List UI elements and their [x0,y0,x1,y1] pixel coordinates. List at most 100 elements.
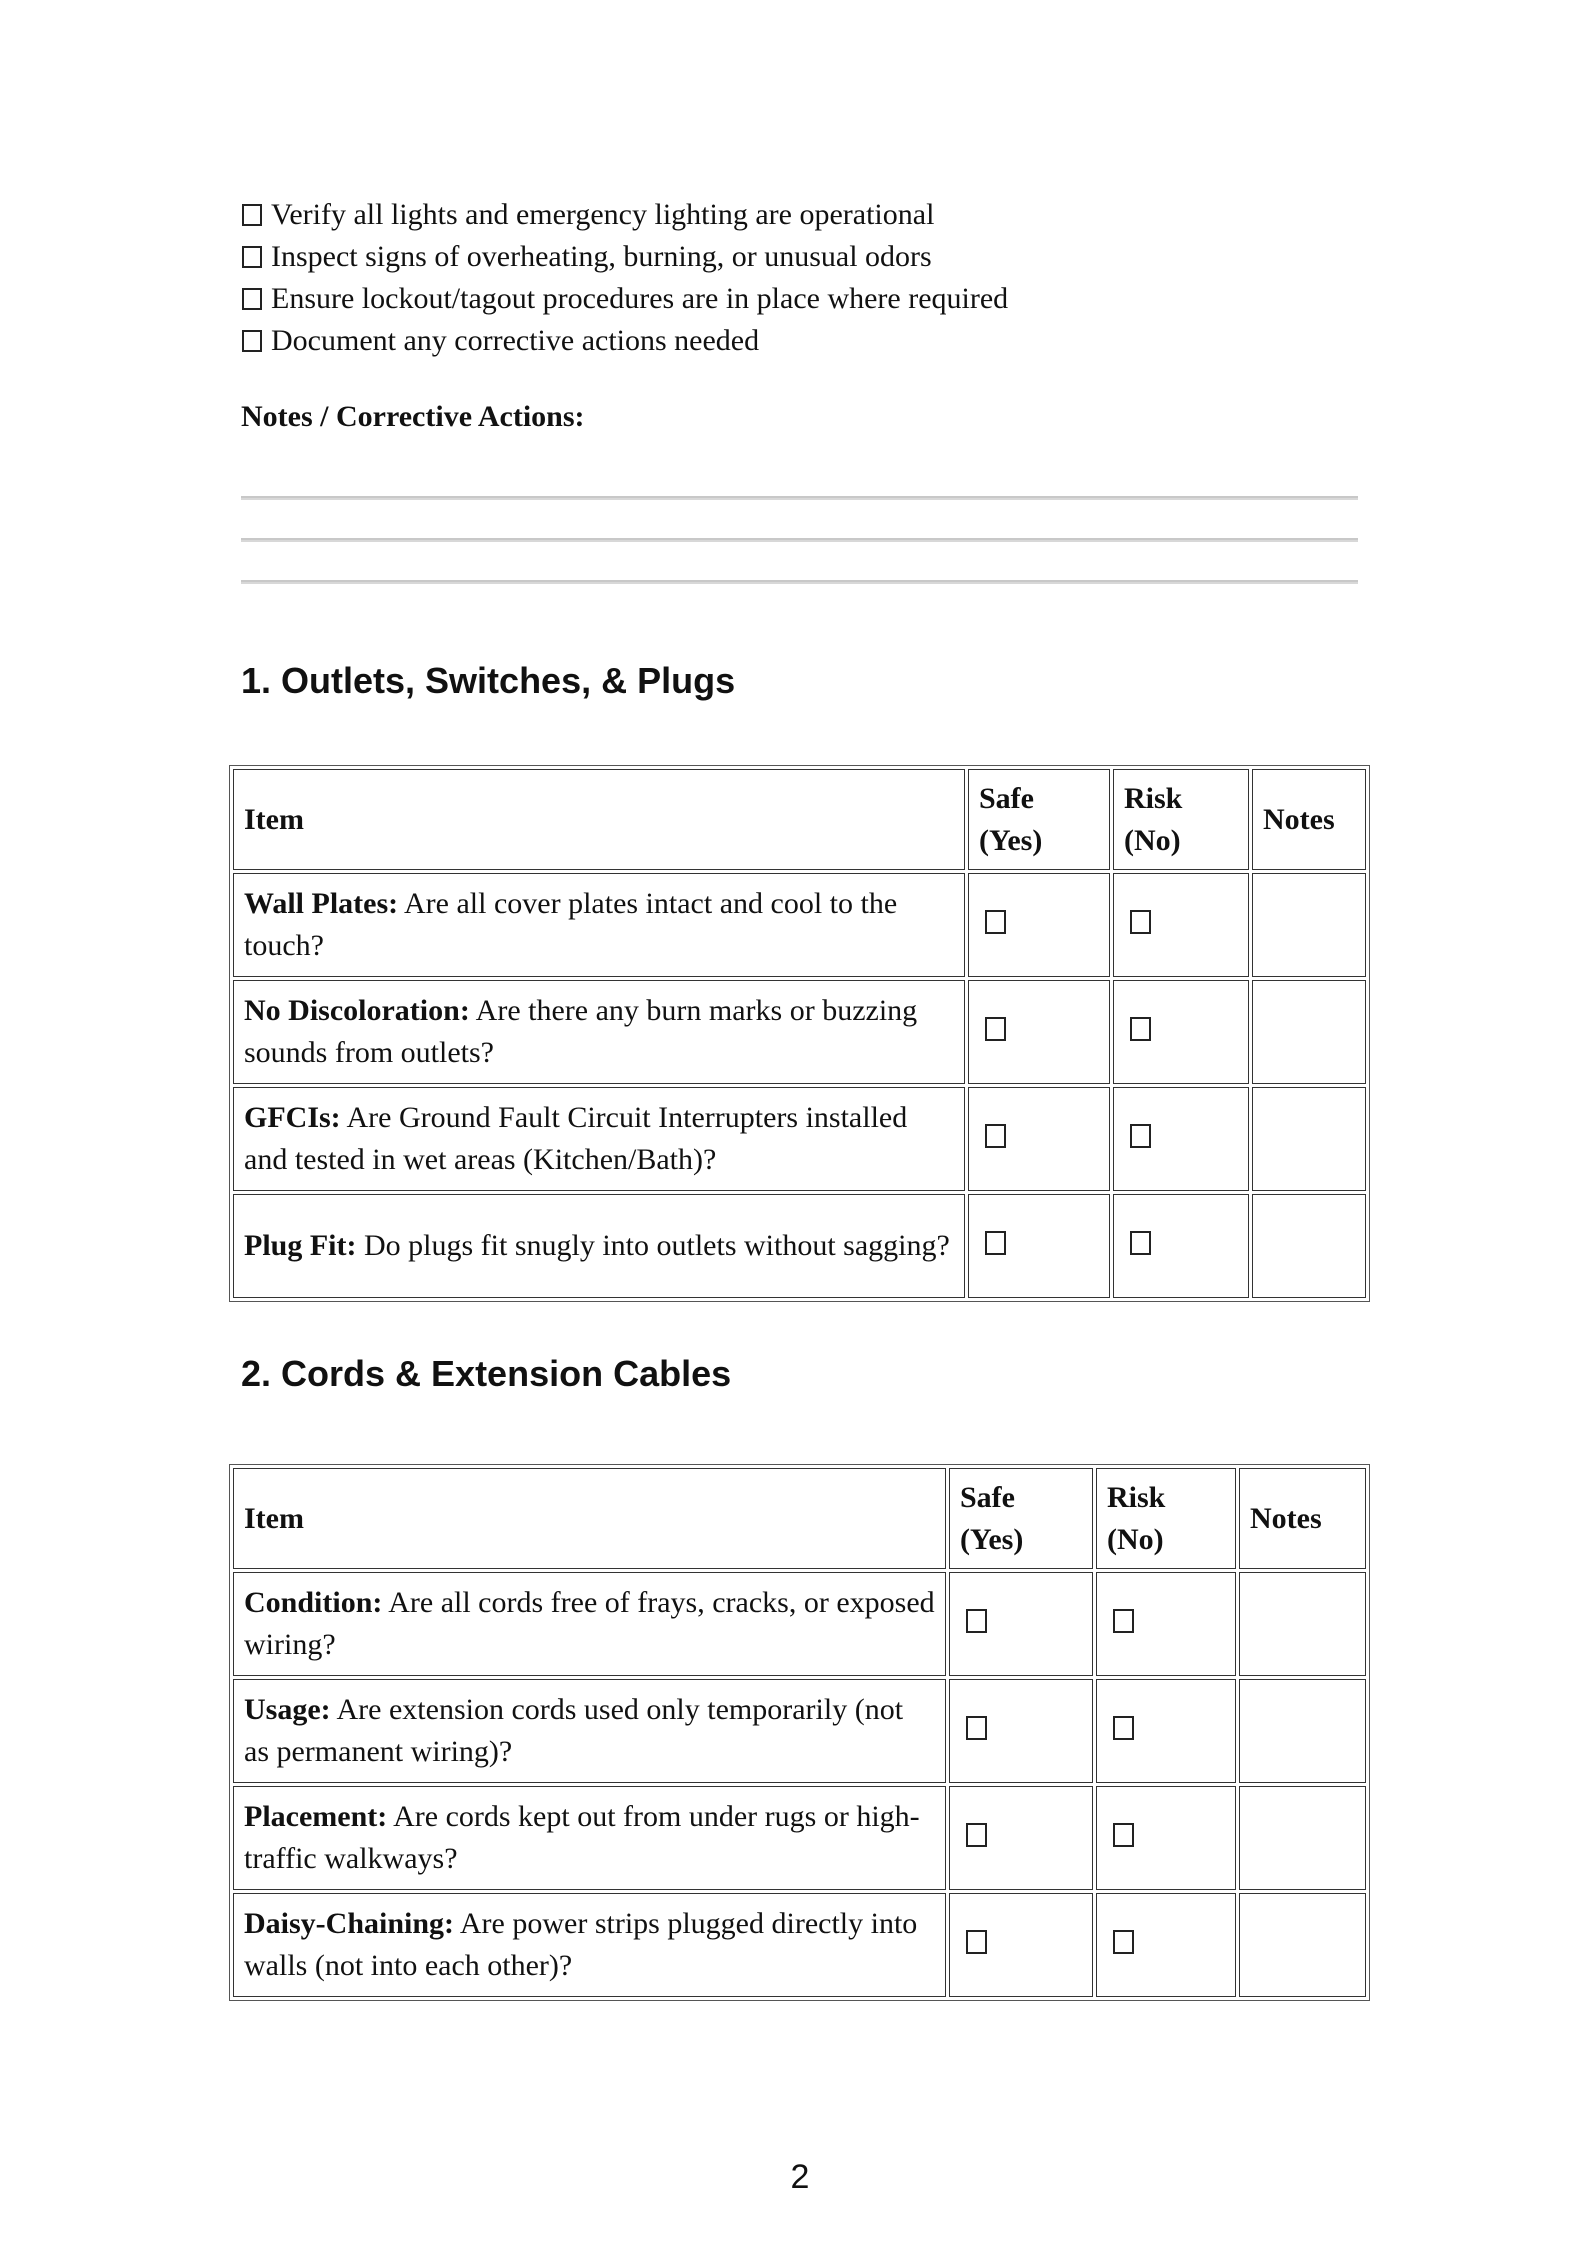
risk-cell[interactable] [1113,980,1249,1084]
risk-cell[interactable] [1113,1194,1249,1298]
item-label: Usage: [244,1693,331,1726]
item-cell: Usage: Are extension cords used only tem… [233,1679,946,1783]
checklist-item[interactable]: Inspect signs of overheating, burning, o… [242,236,1008,278]
item-question: Are all cords free of frays, cracks, or … [244,1586,935,1661]
table-row: No Discoloration: Are there any burn mar… [233,980,1366,1084]
checklist-item-label: Inspect signs of overheating, burning, o… [271,240,932,273]
safe-cell[interactable] [968,1087,1110,1191]
table-row: Usage: Are extension cords used only tem… [233,1679,1366,1783]
checkbox-icon[interactable] [242,330,262,352]
safe-cell[interactable] [949,1679,1093,1783]
table-header-row: Item Safe (Yes) Risk (No) Notes [233,769,1366,870]
notes-cell[interactable] [1252,1087,1366,1191]
notes-cell[interactable] [1239,1786,1366,1890]
item-cell: Placement: Are cords kept out from under… [233,1786,946,1890]
risk-cell[interactable] [1113,1087,1249,1191]
item-cell: Daisy-Chaining: Are power strips plugged… [233,1893,946,1997]
checkbox-icon[interactable] [1113,1930,1134,1954]
notes-line[interactable] [241,580,1358,584]
checkbox-icon[interactable] [966,1823,987,1847]
notes-title: Notes / Corrective Actions: [241,400,585,433]
item-question: Are there any burn marks or buzzing soun… [244,994,918,1069]
checkbox-icon[interactable] [1130,1231,1151,1255]
checkbox-icon[interactable] [985,1231,1006,1255]
outlets-table: Item Safe (Yes) Risk (No) Notes Wall Plates… [229,765,1370,1302]
checkbox-icon[interactable] [242,246,262,268]
safe-cell[interactable] [949,1572,1093,1676]
checkbox-icon[interactable] [242,204,262,226]
checklist-item[interactable]: Ensure lockout/tagout procedures are in … [242,278,1008,320]
notes-line[interactable] [241,538,1358,542]
section-heading: 2. Cords & Extension Cables [241,1353,732,1394]
checkbox-icon[interactable] [1130,1017,1151,1041]
table-row: Condition: Are all cords free of frays, … [233,1572,1366,1676]
safe-cell[interactable] [968,980,1110,1084]
safe-cell[interactable] [949,1893,1093,1997]
item-question: Are all cover plates intact and cool to … [244,887,898,962]
item-label: Placement: [244,1800,388,1833]
safe-cell[interactable] [968,1194,1110,1298]
table-row: Placement: Are cords kept out from under… [233,1786,1366,1890]
column-header: Item [233,769,965,870]
checklist-item[interactable]: Verify all lights and emergency lighting… [242,194,1008,236]
item-label: Daisy-Chaining: [244,1907,455,1940]
checkbox-icon[interactable] [966,1716,987,1740]
column-header: Notes [1239,1468,1366,1569]
checklist-item[interactable]: Document any corrective actions needed [242,320,1008,362]
risk-cell[interactable] [1096,1572,1236,1676]
notes-cell[interactable] [1239,1893,1366,1997]
item-label: GFCIs: [244,1101,341,1134]
column-header: Risk (No) [1096,1468,1236,1569]
checkbox-icon[interactable] [966,1609,987,1633]
safe-cell[interactable] [949,1786,1093,1890]
table-row: Daisy-Chaining: Are power strips plugged… [233,1893,1366,1997]
risk-cell[interactable] [1096,1679,1236,1783]
checklist-item-label: Verify all lights and emergency lighting… [271,198,935,231]
item-question: Do plugs fit snugly into outlets without… [356,1229,950,1262]
checkbox-icon[interactable] [985,1124,1006,1148]
item-question: Are Ground Fault Circuit Interrupters in… [244,1101,908,1176]
item-label: Condition: [244,1586,383,1619]
notes-cell[interactable] [1252,980,1366,1084]
item-cell: Condition: Are all cords free of frays, … [233,1572,946,1676]
checkbox-icon[interactable] [1130,1124,1151,1148]
item-cell: Wall Plates: Are all cover plates intact… [233,873,965,977]
checkbox-icon[interactable] [242,288,262,310]
notes-cell[interactable] [1239,1572,1366,1676]
column-header: Risk (No) [1113,769,1249,870]
notes-cell[interactable] [1252,873,1366,977]
checklist: Verify all lights and emergency lighting… [242,194,1008,362]
item-cell: Plug Fit: Do plugs fit snugly into outle… [233,1194,965,1298]
checkbox-icon[interactable] [985,1017,1006,1041]
item-question: Are extension cords used only temporaril… [244,1693,904,1768]
checkbox-icon[interactable] [966,1930,987,1954]
checkbox-icon[interactable] [1113,1609,1134,1633]
item-label: Plug Fit: [244,1229,357,1262]
checkbox-icon[interactable] [1113,1716,1134,1740]
safe-cell[interactable] [968,873,1110,977]
checkbox-icon[interactable] [1130,910,1151,934]
column-header: Safe (Yes) [949,1468,1093,1569]
table-header-row: Item Safe (Yes) Risk (No) Notes [233,1468,1366,1569]
notes-cell[interactable] [1252,1194,1366,1298]
checkbox-icon[interactable] [1113,1823,1134,1847]
column-header: Safe (Yes) [968,769,1110,870]
page-number: 2 [790,2158,810,2196]
column-header: Item [233,1468,946,1569]
item-question: Are cords kept out from under rugs or hi… [244,1800,920,1875]
item-label: Wall Plates: [244,887,399,920]
cords-table: Item Safe (Yes) Risk (No) Notes Condition: … [229,1464,1370,2001]
risk-cell[interactable] [1113,873,1249,977]
section-heading: 1. Outlets, Switches, & Plugs [241,660,736,701]
checklist-item-label: Ensure lockout/tagout procedures are in … [271,282,1009,315]
risk-cell[interactable] [1096,1786,1236,1890]
checklist-item-label: Document any corrective actions needed [271,324,760,357]
item-cell: GFCIs: Are Ground Fault Circuit Interrup… [233,1087,965,1191]
table-row: Plug Fit: Do plugs fit snugly into outle… [233,1194,1366,1298]
item-cell: No Discoloration: Are there any burn mar… [233,980,965,1084]
notes-cell[interactable] [1239,1679,1366,1783]
column-header: Notes [1252,769,1366,870]
checkbox-icon[interactable] [985,910,1006,934]
notes-line[interactable] [241,496,1358,500]
risk-cell[interactable] [1096,1893,1236,1997]
